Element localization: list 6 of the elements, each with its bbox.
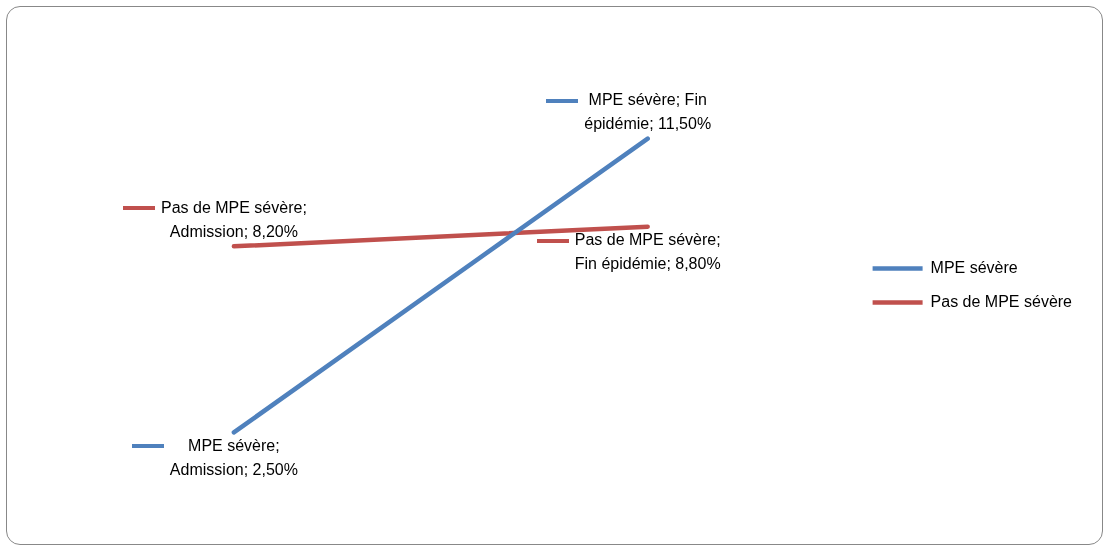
data-label: MPE sévère; Fin épidémie; 11,50% xyxy=(584,91,712,133)
data-label: MPE sévère; Admission; 2,50% xyxy=(169,436,298,478)
data-label: Pas de MPE sévère; Fin épidémie; 8,80% xyxy=(574,231,721,273)
data-label: Pas de MPE sévère; Admission; 8,20% xyxy=(160,198,307,240)
legend-label: MPE sévère xyxy=(930,258,1018,276)
legend-label: Pas de MPE sévère xyxy=(930,292,1073,310)
